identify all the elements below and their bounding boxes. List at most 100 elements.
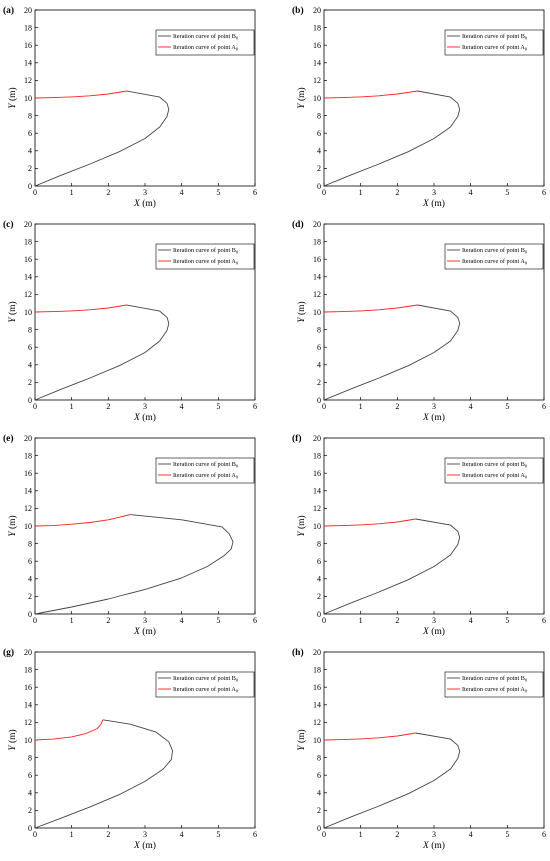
- series-line: [34, 514, 131, 527]
- legend-label: Iteration curve of point A0: [173, 44, 239, 52]
- y-tick-label: 2: [28, 164, 32, 173]
- legend-label-text: Iteration curve of point B: [462, 247, 525, 254]
- y-tick-label: 18: [24, 23, 32, 32]
- x-axis-title: X (m): [422, 412, 445, 423]
- x-tick-label: 4: [469, 616, 473, 625]
- y-axis-unit: (m): [296, 87, 307, 103]
- y-tick-label: 10: [313, 522, 321, 531]
- y-tick-label: 2: [317, 164, 321, 173]
- x-tick-label: 6: [542, 830, 546, 839]
- x-tick-label: 2: [106, 188, 110, 197]
- x-axis-variable: X: [422, 199, 430, 209]
- x-tick-label: 6: [253, 830, 257, 839]
- legend-label-text: Iteration curve of point A: [173, 258, 236, 265]
- x-tick-label: 4: [180, 616, 184, 625]
- y-axis-title: Y (m): [7, 87, 18, 108]
- series-line: [323, 732, 416, 741]
- x-tick-label: 5: [505, 616, 509, 625]
- legend-label-subscript: 0: [525, 689, 528, 694]
- y-tick-label: 4: [317, 147, 321, 156]
- legend-box: [444, 29, 544, 56]
- legend-label: Iteration curve of point A0: [173, 258, 239, 266]
- x-tick-label: 6: [542, 616, 546, 625]
- y-tick-label: 2: [317, 592, 321, 601]
- legend-label-subscript: 0: [525, 475, 528, 480]
- y-tick-label: 6: [28, 771, 32, 780]
- legend-label-text: Iteration curve of point A: [462, 686, 525, 693]
- y-tick-label: 12: [24, 290, 32, 299]
- y-tick-label: 2: [317, 378, 321, 387]
- legend-box: [444, 457, 544, 484]
- y-tick-label: 16: [24, 683, 32, 692]
- y-tick-label: 14: [313, 701, 321, 710]
- y-axis-unit: (m): [7, 301, 18, 317]
- x-tick-label: 5: [216, 402, 220, 411]
- y-tick-label: 16: [313, 469, 321, 478]
- x-tick-label: 2: [395, 188, 399, 197]
- y-axis-title: Y (m): [296, 729, 307, 750]
- legend-label-text: Iteration curve of point B: [462, 461, 525, 468]
- panel-label: (c): [3, 219, 14, 230]
- x-tick-label: 6: [253, 616, 257, 625]
- y-tick-label: 2: [28, 806, 32, 815]
- y-tick-label: 10: [24, 736, 32, 745]
- x-tick-label: 3: [143, 616, 147, 625]
- legend-label-subscript: 0: [525, 47, 528, 52]
- y-axis-unit: (m): [7, 87, 18, 103]
- legend-label-subscript: 0: [236, 678, 239, 683]
- x-tick-label: 5: [216, 830, 220, 839]
- y-tick-label: 6: [317, 557, 321, 566]
- legend-label: Iteration curve of point B0: [173, 675, 239, 683]
- y-tick-label: 10: [24, 308, 32, 317]
- x-tick-label: 3: [432, 188, 436, 197]
- legend-label-subscript: 0: [236, 250, 239, 255]
- legend-label: Iteration curve of point B0: [462, 461, 528, 469]
- legend-label-text: Iteration curve of point B: [173, 33, 236, 40]
- x-axis-unit: (m): [140, 840, 156, 851]
- x-tick-label: 5: [216, 616, 220, 625]
- y-tick-label: 12: [24, 76, 32, 85]
- x-tick-label: 4: [469, 830, 473, 839]
- series-line: [34, 514, 234, 615]
- legend-label: Iteration curve of point A0: [462, 44, 528, 52]
- y-tick-label: 14: [24, 487, 32, 496]
- panel-label: (b): [292, 5, 304, 16]
- legend-label-text: Iteration curve of point A: [462, 44, 525, 51]
- y-axis-unit: (m): [296, 729, 307, 745]
- x-axis-unit: (m): [140, 198, 156, 209]
- y-tick-label: 8: [28, 325, 32, 334]
- series-line: [323, 90, 461, 187]
- y-tick-label: 16: [313, 683, 321, 692]
- y-axis-unit: (m): [296, 515, 307, 531]
- x-tick-label: 3: [143, 402, 147, 411]
- x-axis-variable: X: [133, 841, 141, 851]
- x-axis-title: X (m): [422, 840, 445, 851]
- legend-label: Iteration curve of point B0: [462, 33, 528, 41]
- x-tick-label: 3: [432, 402, 436, 411]
- legend-label-subscript: 0: [236, 47, 239, 52]
- x-tick-label: 0: [33, 188, 37, 197]
- legend-label-text: Iteration curve of point B: [462, 33, 525, 40]
- y-axis-title: Y (m): [296, 87, 307, 108]
- y-tick-label: 14: [313, 59, 321, 68]
- legend-label-subscript: 0: [525, 678, 528, 683]
- y-axis-title: Y (m): [296, 301, 307, 322]
- y-axis-variable: Y: [297, 744, 307, 751]
- x-tick-label: 1: [70, 188, 74, 197]
- y-tick-label: 6: [317, 771, 321, 780]
- legend-label-text: Iteration curve of point A: [173, 686, 236, 693]
- y-tick-label: 8: [317, 325, 321, 334]
- x-axis-variable: X: [133, 199, 141, 209]
- y-axis-unit: (m): [296, 301, 307, 317]
- y-tick-label: 6: [28, 557, 32, 566]
- y-tick-label: 8: [317, 111, 321, 120]
- y-axis-variable: Y: [297, 530, 307, 537]
- x-tick-label: 6: [542, 188, 546, 197]
- x-tick-label: 5: [216, 188, 220, 197]
- x-tick-label: 4: [180, 402, 184, 411]
